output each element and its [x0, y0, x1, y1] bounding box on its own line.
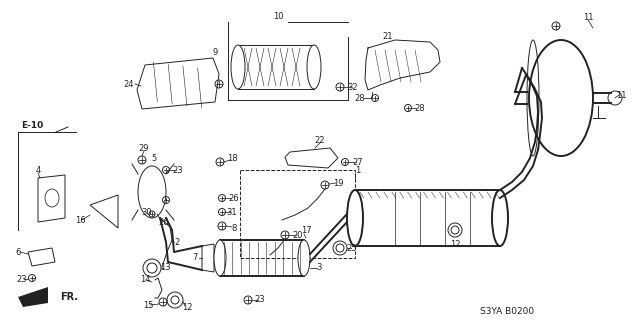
Text: S3YA B0200: S3YA B0200 — [480, 308, 534, 316]
Text: 28: 28 — [355, 93, 365, 102]
Text: 15: 15 — [143, 300, 153, 309]
Text: 1: 1 — [355, 165, 360, 174]
Text: 12: 12 — [450, 239, 460, 249]
Text: 18: 18 — [227, 154, 237, 163]
Text: 23: 23 — [255, 295, 266, 305]
Text: 27: 27 — [353, 157, 364, 166]
Text: 22: 22 — [315, 135, 325, 145]
Text: 3: 3 — [316, 263, 322, 273]
Text: 24: 24 — [124, 79, 134, 89]
Ellipse shape — [298, 240, 310, 276]
Ellipse shape — [231, 45, 245, 89]
Text: 4: 4 — [35, 165, 40, 174]
Text: 29: 29 — [139, 143, 149, 153]
Text: 23: 23 — [173, 165, 183, 174]
Text: 10: 10 — [273, 12, 284, 20]
Text: 17: 17 — [301, 226, 311, 235]
Ellipse shape — [492, 190, 508, 246]
Text: 6: 6 — [15, 247, 20, 257]
Text: 28: 28 — [415, 103, 426, 113]
Text: 11: 11 — [583, 12, 593, 21]
Text: 23: 23 — [17, 276, 28, 284]
Text: 5: 5 — [152, 154, 157, 163]
Polygon shape — [18, 287, 48, 307]
Text: 21: 21 — [383, 31, 393, 41]
Ellipse shape — [347, 190, 363, 246]
Text: 7: 7 — [192, 253, 198, 262]
Text: 26: 26 — [159, 218, 170, 227]
Text: 8: 8 — [231, 223, 237, 233]
Text: 13: 13 — [160, 263, 170, 273]
Text: 26: 26 — [228, 194, 239, 203]
Ellipse shape — [214, 240, 226, 276]
Text: 20: 20 — [292, 230, 303, 239]
Text: 16: 16 — [75, 215, 85, 225]
Text: 12: 12 — [182, 303, 192, 313]
Text: 32: 32 — [348, 83, 358, 92]
Text: 31: 31 — [227, 207, 237, 217]
Text: 2: 2 — [174, 237, 180, 246]
Text: E-10: E-10 — [21, 121, 44, 130]
Text: 14: 14 — [140, 276, 150, 284]
Text: 25: 25 — [347, 244, 357, 252]
Ellipse shape — [307, 45, 321, 89]
Bar — [240, 170, 355, 258]
Text: 11: 11 — [616, 91, 627, 100]
Text: 9: 9 — [212, 47, 218, 57]
Text: FR.: FR. — [60, 292, 78, 302]
Text: 19: 19 — [333, 179, 343, 188]
Text: 30: 30 — [141, 207, 152, 217]
